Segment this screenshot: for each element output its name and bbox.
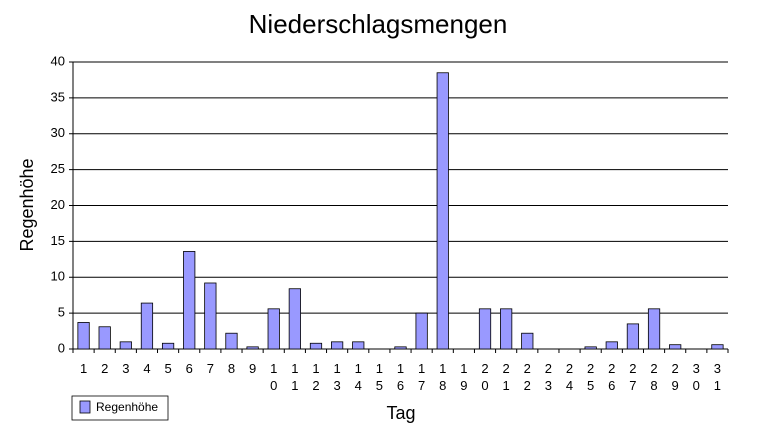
y-tick-label: 40 — [51, 53, 65, 68]
bar — [415, 312, 428, 350]
bar — [478, 308, 492, 350]
y-tick-label: 5 — [58, 305, 65, 320]
bar — [394, 346, 407, 350]
y-tick-label: 10 — [51, 269, 65, 284]
bar — [711, 344, 724, 350]
x-tick-label: 27 — [625, 361, 640, 395]
bar — [225, 332, 238, 350]
x-tick-label: 4 — [139, 361, 154, 378]
legend-swatch — [79, 400, 91, 414]
x-tick-label: 31 — [710, 361, 725, 395]
x-tick-label: 3 — [118, 361, 133, 378]
x-tick-label: 18 — [435, 361, 450, 395]
bar — [626, 323, 640, 350]
bar — [288, 288, 301, 350]
x-tick-label: 30 — [689, 361, 704, 395]
legend-label: Regenhöhe — [96, 400, 158, 414]
x-tick-label: 20 — [478, 361, 493, 395]
bar — [246, 346, 259, 350]
y-axis-title: Regenhöhe — [17, 158, 37, 251]
x-tick-label: 28 — [647, 361, 662, 395]
bar — [436, 72, 449, 350]
chart-title: Niederschlagsmengen — [249, 9, 508, 39]
bar — [183, 251, 196, 350]
x-tick-label: 29 — [668, 361, 683, 395]
bar — [584, 346, 597, 350]
x-tick-label: 21 — [499, 361, 514, 395]
x-tick-label: 2 — [97, 361, 112, 378]
bar — [309, 342, 323, 350]
bar — [98, 326, 111, 350]
x-tick-label: 24 — [562, 361, 577, 395]
bar — [669, 344, 682, 350]
x-tick-label: 25 — [583, 361, 598, 395]
y-tick-label: 30 — [51, 125, 65, 140]
x-tick-label: 5 — [161, 361, 176, 378]
x-tick-label: 14 — [351, 361, 366, 395]
y-tick-label: 25 — [51, 161, 65, 176]
x-tick-label: 16 — [393, 361, 408, 395]
x-tick-label: 6 — [182, 361, 197, 378]
x-tick-label: 9 — [245, 361, 260, 378]
x-tick-label: 26 — [604, 361, 619, 395]
bar — [77, 322, 90, 350]
bar — [267, 308, 280, 350]
bar — [161, 342, 175, 350]
x-tick-label: 7 — [203, 361, 218, 378]
x-tick-label: 23 — [541, 361, 556, 395]
bar — [331, 341, 344, 350]
y-tick-label: 35 — [51, 89, 65, 104]
x-tick-label: 10 — [266, 361, 281, 395]
x-tick-label: 11 — [287, 361, 302, 395]
bar — [140, 302, 154, 350]
y-tick-label: 20 — [51, 197, 65, 212]
bar — [352, 341, 365, 350]
bar — [119, 341, 132, 350]
bar — [204, 282, 217, 350]
y-tick-label: 15 — [51, 233, 65, 248]
x-tick-label: 17 — [414, 361, 429, 395]
bar — [647, 308, 661, 350]
x-tick-label: 1 — [76, 361, 91, 378]
x-axis-title: Tag — [386, 403, 415, 423]
x-tick-label: 13 — [330, 361, 345, 395]
bar — [521, 332, 534, 350]
x-tick-label: 19 — [456, 361, 471, 395]
bar — [500, 308, 513, 350]
bar — [605, 341, 618, 350]
x-tick-label: 8 — [224, 361, 239, 378]
y-tick-label: 0 — [58, 340, 65, 355]
x-tick-label: 15 — [372, 361, 387, 395]
x-tick-label: 22 — [520, 361, 535, 395]
x-tick-label: 12 — [308, 361, 323, 395]
